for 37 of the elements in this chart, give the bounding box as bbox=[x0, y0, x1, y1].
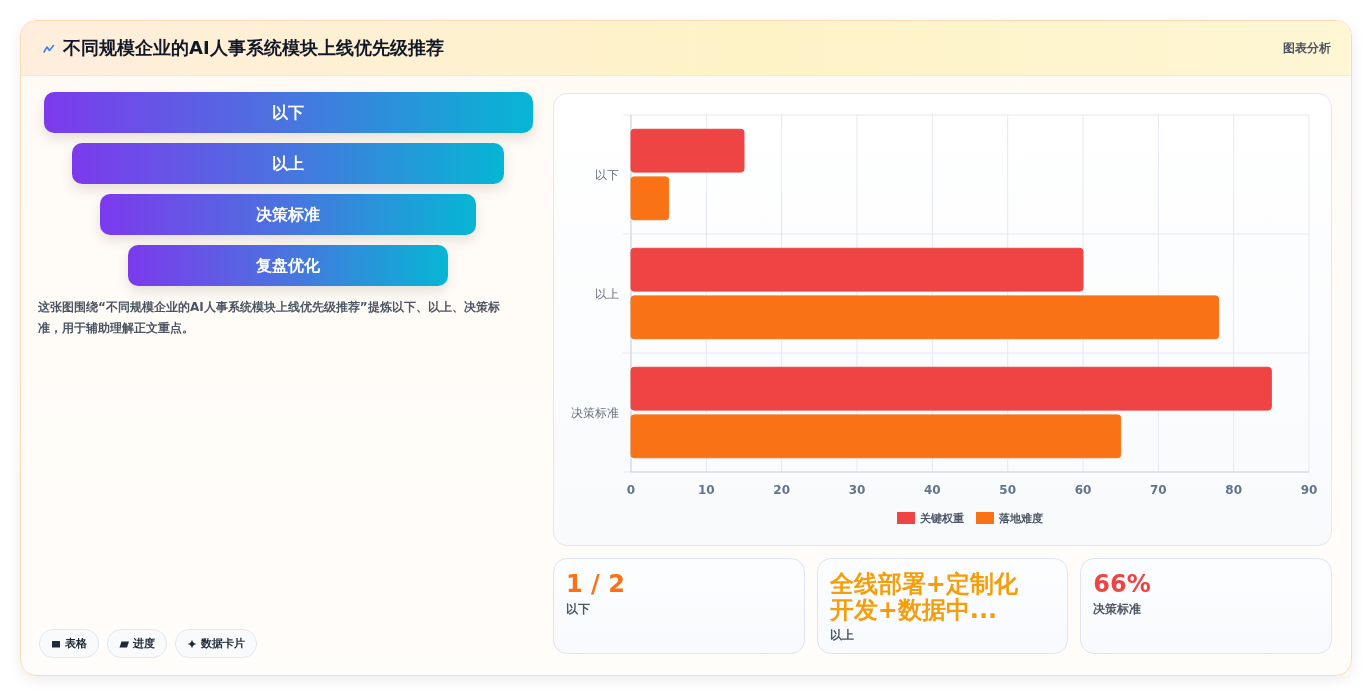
text: 数据卡片 bbox=[201, 636, 245, 652]
text: 全线部署+定制化开发+数据中... bbox=[829, 570, 1018, 624]
bar bbox=[630, 176, 670, 221]
y-tick-label: 决策标准 bbox=[571, 405, 619, 420]
bar bbox=[630, 247, 1084, 292]
x-tick-label: 30 bbox=[848, 483, 866, 497]
text: 不同规模企业的AI人事系统模块上线优先级推荐 bbox=[63, 36, 444, 60]
bar bbox=[630, 414, 1122, 459]
legend-label: 落地难度 bbox=[998, 512, 1043, 525]
bar bbox=[630, 128, 745, 173]
x-tick-label: 60 bbox=[1074, 483, 1092, 497]
category-label: 决策标准 bbox=[99, 194, 477, 235]
y-tick-label: 以上 bbox=[595, 286, 619, 301]
category-label: 以上 bbox=[829, 627, 855, 644]
x-tick-label: 0 bbox=[626, 483, 636, 497]
x-tick-label: 10 bbox=[697, 483, 715, 497]
bar bbox=[630, 295, 1220, 340]
x-tick-label: 40 bbox=[923, 483, 941, 497]
text: 66% bbox=[1093, 570, 1151, 598]
x-tick-label: 20 bbox=[773, 483, 791, 497]
x-tick-label: 50 bbox=[999, 483, 1017, 497]
x-tick-label: 70 bbox=[1149, 483, 1167, 497]
text: 1 / 2 bbox=[566, 570, 625, 598]
category-label: 复盘优化 bbox=[127, 245, 449, 286]
category-label: 决策标准 bbox=[1093, 601, 1143, 618]
bar bbox=[630, 366, 1272, 411]
y-tick-label: 以下 bbox=[595, 167, 619, 182]
x-tick-label: 90 bbox=[1300, 483, 1318, 497]
text: 这张图围绕“不同规模企业的AI人事系统模块上线优先级推荐”提炼以下、以上、决策标准，用于辅助理解正文重点。 bbox=[38, 299, 501, 337]
category-label: 以上 bbox=[71, 143, 505, 184]
text: 进度 bbox=[133, 636, 155, 652]
category-label: 以下 bbox=[43, 92, 533, 133]
x-tick-label: 80 bbox=[1225, 483, 1243, 497]
text: 表格 bbox=[65, 636, 87, 652]
legend-label: 关键权重 bbox=[919, 512, 964, 525]
category-label: 以下 bbox=[566, 601, 591, 618]
text: 图表分析 bbox=[1283, 40, 1331, 57]
